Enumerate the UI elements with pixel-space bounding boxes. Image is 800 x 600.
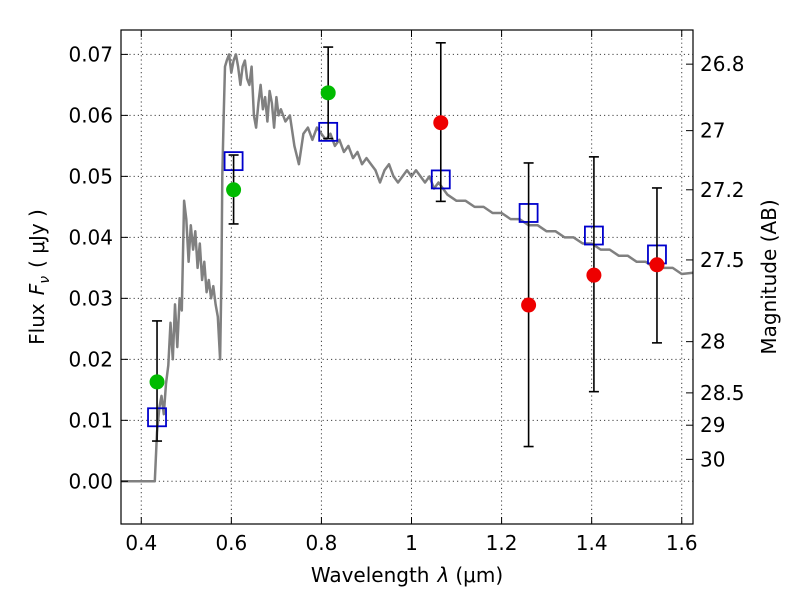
observed-point xyxy=(433,115,449,131)
y2-tick-label: 27.5 xyxy=(700,248,745,272)
y2-tick-label: 29 xyxy=(700,413,725,437)
y2-tick-label: 26.8 xyxy=(700,52,745,76)
x-tick-label: 0.8 xyxy=(306,531,338,555)
y-tick-label: 0.03 xyxy=(68,286,113,310)
tick-layer: 0.4 0.6 0.8 1 1.2 1.4 1.6 0.00 0.01 0.02 0.03 0.04 0… xyxy=(68,30,745,555)
x-tick-label: 0.6 xyxy=(215,531,247,555)
x-tick-label: 1.4 xyxy=(576,531,608,555)
y2-tick-label: 28.5 xyxy=(700,381,745,405)
y2-tick-label: 27 xyxy=(700,119,725,143)
model-sed-line xyxy=(121,53,694,483)
observed-point xyxy=(320,85,336,101)
model-layer xyxy=(121,53,694,483)
x-tick-label: 0.4 xyxy=(125,531,157,555)
y2-tick-label: 30 xyxy=(700,447,725,471)
observed-point xyxy=(649,257,665,273)
y2-tick-label: 27.2 xyxy=(700,178,745,202)
y2-tick-label: 28 xyxy=(700,330,725,354)
y2-axis-label: Magnitude (AB) xyxy=(757,199,781,354)
observed-point xyxy=(149,374,165,390)
y-tick-label: 0.05 xyxy=(68,164,113,188)
observed-point xyxy=(226,182,242,198)
x-axis-label: Wavelength λ (μm) xyxy=(311,563,503,587)
plot-frame xyxy=(120,29,694,525)
y-axis-label: FluxFν( μJy ) xyxy=(25,209,53,345)
marker-layer xyxy=(147,42,667,448)
observed-point xyxy=(521,297,537,313)
x-tick-label: 1.2 xyxy=(486,531,518,555)
y-tick-label: 0.01 xyxy=(68,408,113,432)
y-tick-label: 0.00 xyxy=(68,469,113,493)
y-tick-label: 0.07 xyxy=(68,42,113,66)
y-tick-label: 0.04 xyxy=(68,225,113,249)
y-tick-label: 0.02 xyxy=(68,347,113,371)
x-tick-label: 1 xyxy=(405,531,418,555)
x-tick-label: 1.6 xyxy=(666,531,698,555)
observed-point xyxy=(586,267,602,283)
y-tick-label: 0.06 xyxy=(68,103,113,127)
grid-layer xyxy=(121,30,693,524)
